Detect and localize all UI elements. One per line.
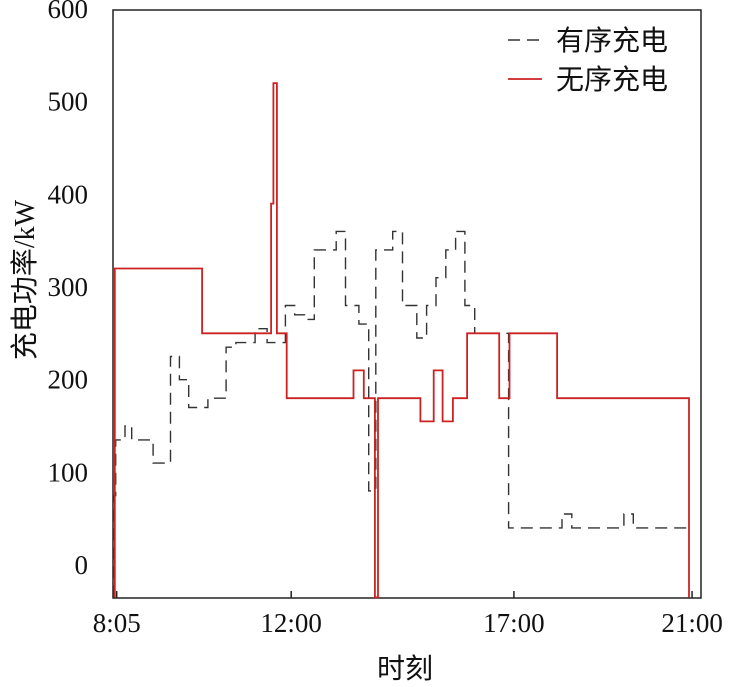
legend-label-unordered: 无序充电 [556,63,668,96]
x-tick-label: 8:05 [93,608,141,638]
y-tick-label: 200 [48,365,89,395]
y-tick-label: 0 [75,550,89,580]
legend: 有序充电 无序充电 [508,24,668,96]
y-tick-label: 300 [48,272,89,302]
x-tick-label: 21:00 [661,608,723,638]
y-tick-label: 600 [48,0,89,24]
y-axis-ticks: 0 100 200 300 400 500 600 [48,0,89,580]
plot-frame [112,9,702,599]
series-line-0 [113,230,690,598]
y-tick-label: 500 [48,87,89,117]
series-line-1 [113,82,690,599]
x-axis-title: 时刻 [377,653,433,685]
legend-label-ordered: 有序充电 [556,24,668,57]
y-tick-label: 400 [48,179,89,209]
x-tick-label: 17:00 [483,608,545,638]
x-axis-ticks: 8:05 12:00 17:00 21:00 [93,591,723,638]
y-axis-title: 充电功率/kW [9,199,41,360]
series-layer [113,82,690,599]
x-tick-label: 12:00 [260,608,322,638]
y-tick-label: 100 [48,457,89,487]
